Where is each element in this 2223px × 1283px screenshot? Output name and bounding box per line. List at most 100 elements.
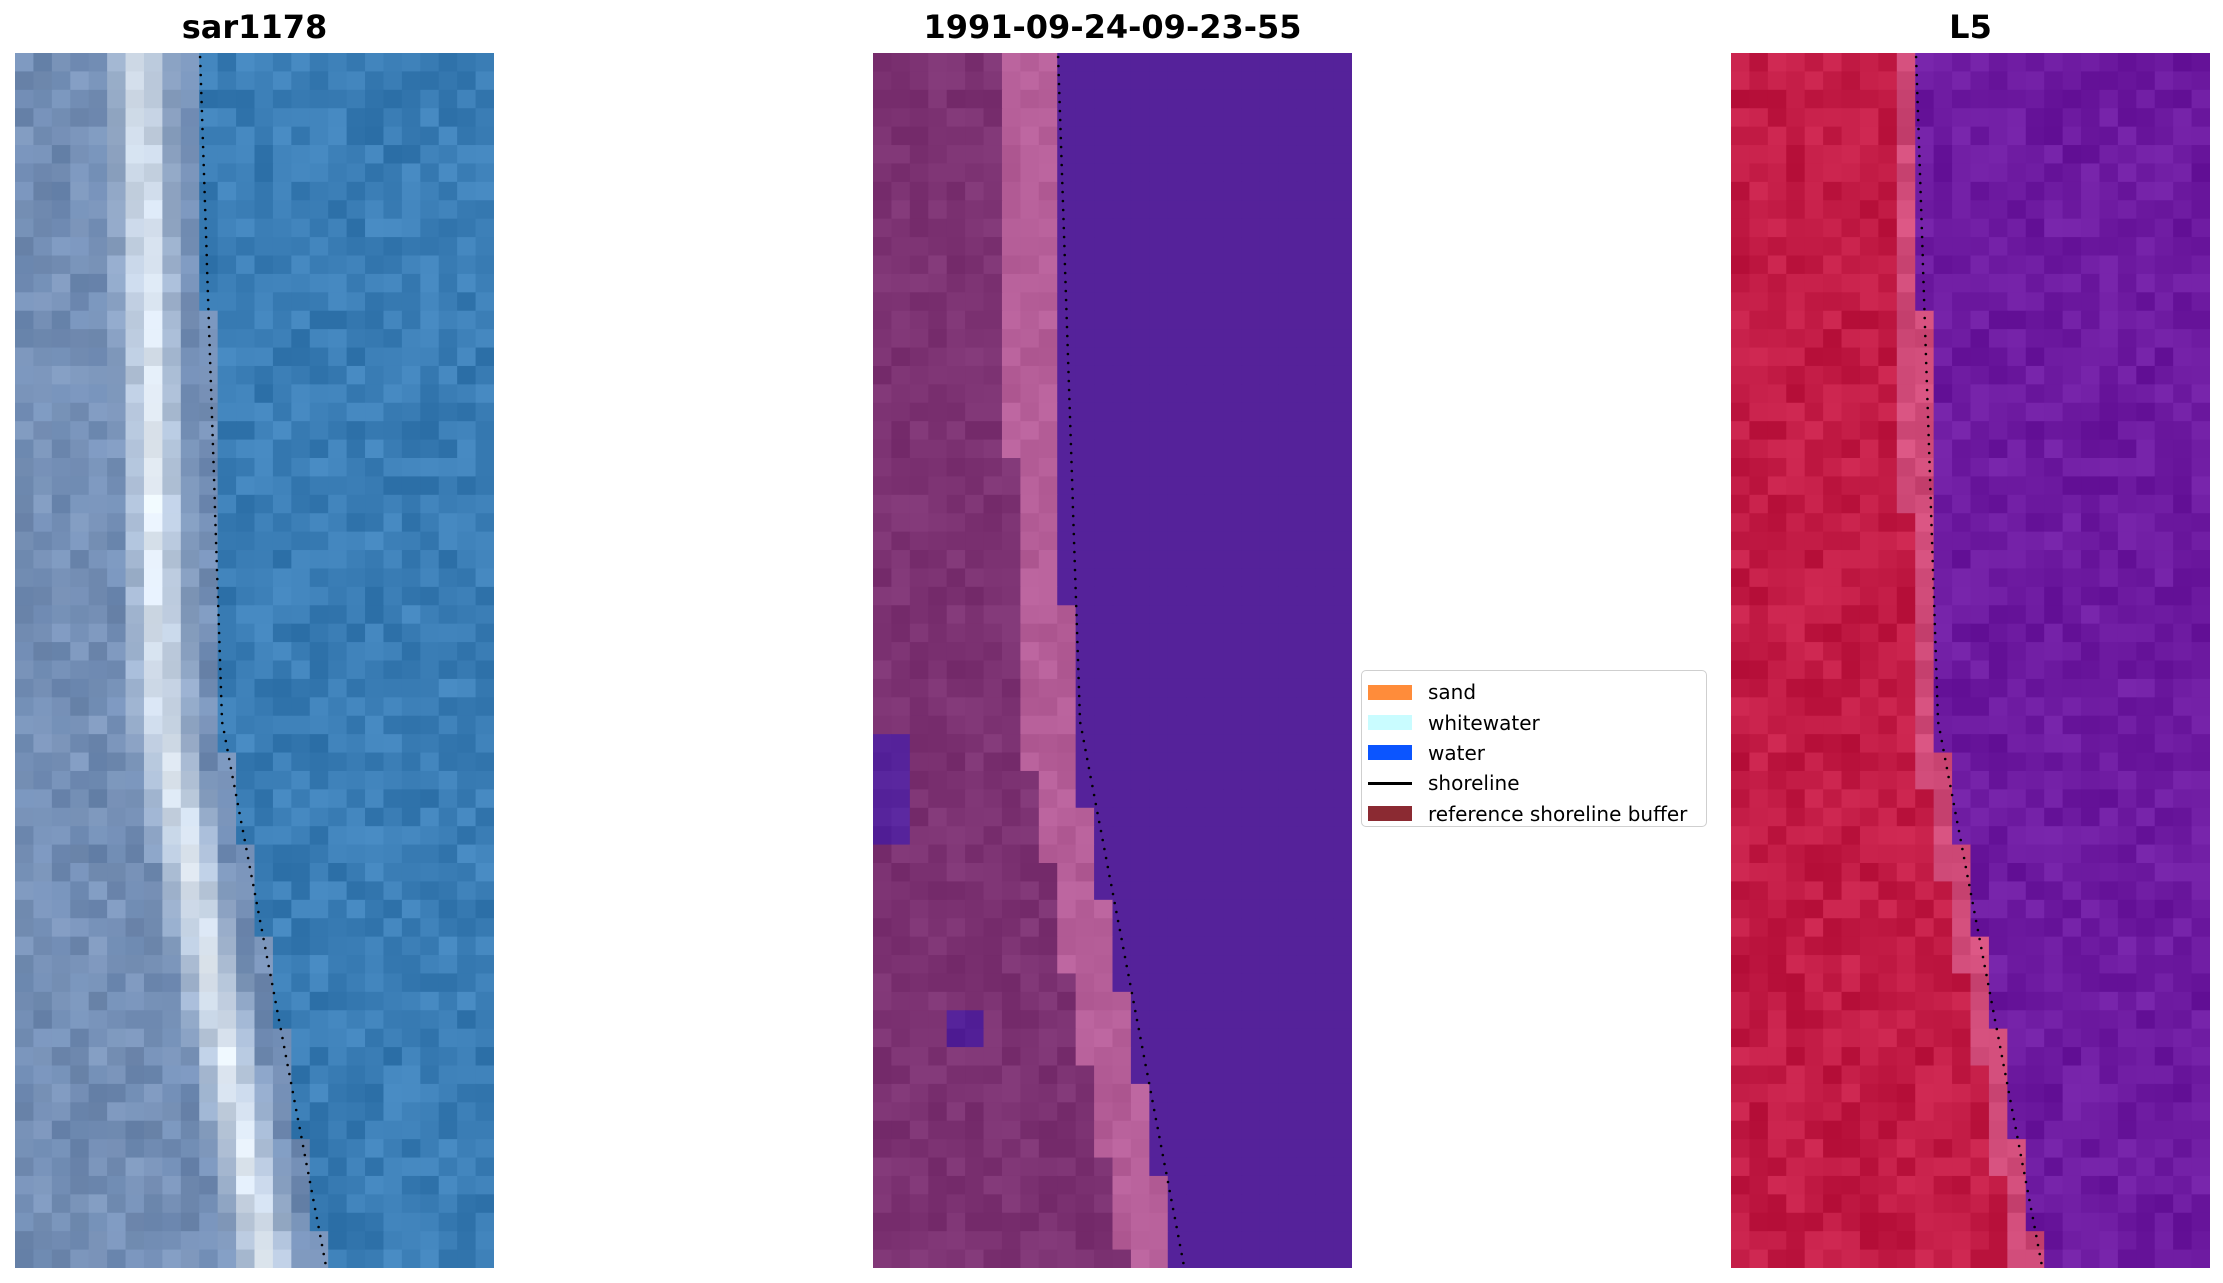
shoreline-point [1936,704,1939,707]
shoreline-point [1917,128,1920,131]
shoreline-point [1063,245,1066,248]
shoreline-point [1935,659,1938,662]
shoreline-point [1977,929,1980,932]
shoreline-point [1963,857,1966,860]
shoreline-point [1933,596,1936,599]
shoreline-point [1965,866,1968,869]
shoreline-point [1115,911,1118,914]
shoreline-point [1918,137,1921,140]
shoreline-point [1937,713,1940,716]
shoreline-point [1975,920,1978,923]
legend-item-shoreline: shoreline [1368,768,1706,798]
shoreline-point [202,164,205,167]
legend-label-whitewater: whitewater [1428,711,1540,735]
shoreline-point [1917,119,1920,122]
shoreline-point [1061,191,1064,194]
shoreline-point [2002,1064,2005,1067]
shoreline-point [292,1091,295,1094]
shoreline-point [257,911,260,914]
shoreline-point [1954,812,1957,815]
shoreline-point [1069,434,1072,437]
shoreline-point [1921,227,1924,230]
shoreline-point [1067,353,1070,356]
shoreline-point [1946,767,1949,770]
shoreline-point [285,1055,288,1058]
shoreline-point [1058,101,1061,104]
shoreline-point [1065,317,1068,320]
shoreline-point [293,1100,296,1103]
shoreline-point [1064,263,1067,266]
shoreline-point [207,290,210,293]
shoreline-point [1132,1001,1135,1004]
shoreline-point [1146,1073,1149,1076]
shoreline-point [1148,1082,1151,1085]
shoreline-point [1920,209,1923,212]
shoreline-point [1073,533,1076,536]
shoreline-point [249,866,252,869]
shoreline-point [1160,1145,1163,1148]
shoreline-point [1951,794,1954,797]
shoreline-point [199,74,202,77]
shoreline-point [1143,1055,1146,1058]
shoreline-point [2018,1145,2021,1148]
shoreline-point [1930,515,1933,518]
shoreline-point [201,128,204,131]
shoreline-point [1120,938,1123,941]
shoreline-point [1923,317,1926,320]
shoreline-point [210,389,213,392]
shoreline-point [1931,560,1934,563]
shoreline-point [288,1073,291,1076]
shoreline-point [1167,1181,1170,1184]
shoreline-point [1935,677,1938,680]
shoreline-point [2035,1235,2038,1238]
shoreline-point [1070,461,1073,464]
shoreline-point [2030,1208,2033,1211]
shoreline-point [217,614,220,617]
shoreline-point [208,344,211,347]
shoreline-point [1124,956,1127,959]
shoreline-point [1086,758,1089,761]
shoreline-point [1096,812,1099,815]
shoreline-point [1068,389,1071,392]
shoreline-point [1076,641,1079,644]
shoreline-point [1156,1127,1159,1130]
shoreline-point [1168,1190,1171,1193]
shoreline-point [211,434,214,437]
shoreline-point [219,659,222,662]
shoreline-point [1139,1037,1142,1040]
shoreline-point [324,1262,327,1265]
shoreline-point [1931,542,1934,545]
shoreline-point [1078,686,1081,689]
shoreline-point [316,1217,319,1220]
shoreline-point [214,524,217,527]
shoreline-point [199,65,202,68]
legend-swatch-reference-buffer [1368,806,1412,821]
shoreline-point [281,1037,284,1040]
shoreline-point [1129,983,1132,986]
shoreline-point [1925,371,1928,374]
shoreline-point [1949,785,1952,788]
shoreline-point [1925,362,1928,365]
shoreline-point [1932,578,1935,581]
shoreline-point [317,1226,320,1229]
shoreline-point [269,974,272,977]
shoreline-point [1932,569,1935,572]
shoreline-point [1098,821,1101,824]
shoreline-point [1059,110,1062,113]
shoreline-point [1930,506,1933,509]
shoreline-point [1088,767,1091,770]
shoreline-point [1061,182,1064,185]
shoreline-point [1070,443,1073,446]
shoreline-point [202,146,205,149]
shoreline-point [1933,605,1936,608]
shoreline-point [1968,884,1971,887]
shoreline-point [2023,1172,2026,1175]
shoreline-point [200,83,203,86]
shoreline-point [203,191,206,194]
shoreline-point [240,821,243,824]
shoreline-point [305,1163,308,1166]
shoreline-point [219,677,222,680]
shoreline-point [202,155,205,158]
shoreline-point [1158,1136,1161,1139]
shoreline-point [1990,1001,1993,1004]
